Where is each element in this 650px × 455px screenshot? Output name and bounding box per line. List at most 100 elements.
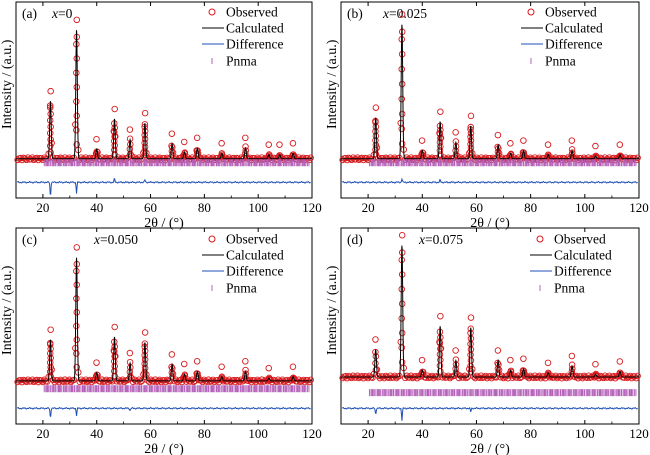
- observed-point: [141, 139, 148, 147]
- observed-point: [520, 149, 528, 156]
- observed-point: [342, 373, 349, 380]
- observed-point: [73, 83, 81, 91]
- x-tick-label: 120: [302, 426, 322, 441]
- x-tick-label: 40: [416, 426, 429, 441]
- observed-point: [530, 374, 537, 381]
- observed-point: [419, 368, 426, 376]
- legend-calculated-label: Calculated: [226, 248, 284, 263]
- observed-point: [258, 376, 266, 383]
- observed-point: [111, 146, 118, 154]
- legend-difference-label: Difference: [545, 37, 602, 52]
- observed-point: [396, 372, 403, 380]
- difference-line: [341, 406, 638, 421]
- observed-point: [73, 336, 81, 343]
- observed-point: [307, 154, 314, 162]
- observed-point: [507, 140, 514, 147]
- observed-point: [398, 344, 405, 351]
- x-axis-label: 2θ / (°): [144, 216, 184, 231]
- observed-point: [47, 136, 54, 143]
- observed-point: [467, 314, 475, 321]
- x-tick-label: 100: [248, 426, 268, 441]
- observed-point: [372, 141, 380, 149]
- observed-point: [168, 351, 176, 358]
- panel-label: (d): [347, 232, 363, 247]
- x-tick-label: 40: [90, 200, 103, 215]
- observed-point: [467, 144, 475, 152]
- difference-line: [16, 406, 311, 418]
- observed-point: [545, 152, 552, 159]
- observed-point: [73, 363, 81, 371]
- x-axis-label: 2θ / (°): [144, 442, 184, 455]
- observed-point: [257, 378, 264, 385]
- bragg-ticks: [368, 389, 637, 397]
- observed-point: [134, 378, 141, 385]
- observed-point: [169, 373, 176, 381]
- observed-point: [276, 152, 284, 159]
- observed-point: [467, 148, 474, 155]
- composition-variable: x: [51, 6, 58, 21]
- observed-point: [33, 154, 41, 162]
- observed-point: [265, 141, 272, 148]
- difference-line: [341, 177, 638, 184]
- observed-point: [180, 360, 188, 368]
- observed-point: [495, 152, 502, 159]
- observed-point: [398, 359, 406, 366]
- x-axis-label: 2θ / (°): [470, 442, 510, 455]
- x-tick-label: 120: [629, 426, 649, 441]
- observed-point: [419, 149, 426, 156]
- observed-point: [73, 141, 81, 148]
- observed-point: [111, 142, 118, 149]
- observed-point: [169, 151, 176, 159]
- observed-point: [141, 373, 149, 380]
- observed-point: [398, 11, 406, 18]
- panel-label: (c): [22, 232, 37, 247]
- observed-point: [111, 137, 118, 145]
- observed-point: [592, 142, 599, 150]
- x-tick-label: 80: [524, 200, 537, 215]
- observed-point: [180, 138, 188, 146]
- observed-point: [265, 364, 272, 372]
- composition-value: =0.025: [389, 6, 427, 21]
- observed-point: [385, 374, 393, 382]
- observed-point: [513, 374, 521, 381]
- observed-point: [418, 356, 426, 364]
- composition-label: x=0.050: [93, 232, 138, 247]
- observed-point: [372, 336, 379, 343]
- observed-point: [398, 315, 405, 322]
- observed-point: [93, 153, 101, 160]
- x-tick-label: 40: [90, 426, 103, 441]
- observed-point: [437, 312, 444, 320]
- observed-point: [111, 367, 118, 375]
- composition-label: x=0.025: [382, 6, 427, 21]
- observed-point: [360, 156, 367, 164]
- observed-point: [372, 359, 379, 367]
- observed-point: [218, 140, 225, 147]
- observed-point: [467, 137, 475, 144]
- observed-point: [168, 130, 176, 137]
- observed-point: [218, 374, 226, 382]
- observed-point: [141, 109, 149, 117]
- observed-point: [463, 374, 470, 382]
- observed-point: [111, 353, 118, 360]
- observed-point: [265, 375, 273, 383]
- observed-point: [141, 329, 149, 336]
- observed-point: [111, 372, 118, 380]
- observed-point: [398, 231, 406, 239]
- x-tick-label: 60: [470, 200, 483, 215]
- observed-point: [467, 346, 475, 353]
- observed-point: [127, 373, 134, 380]
- observed-point: [126, 349, 134, 357]
- observed-point: [46, 359, 54, 366]
- observed-point: [544, 141, 552, 148]
- observed-point: [556, 372, 564, 380]
- calculated-line: [16, 257, 312, 382]
- observed-point: [437, 108, 444, 116]
- observed-point: [467, 357, 475, 364]
- observed-point: [141, 369, 148, 376]
- legend-difference-label: Difference: [226, 37, 283, 52]
- observed-point: [307, 376, 314, 384]
- observed-point: [617, 152, 624, 159]
- panel-letter: (d): [347, 232, 363, 247]
